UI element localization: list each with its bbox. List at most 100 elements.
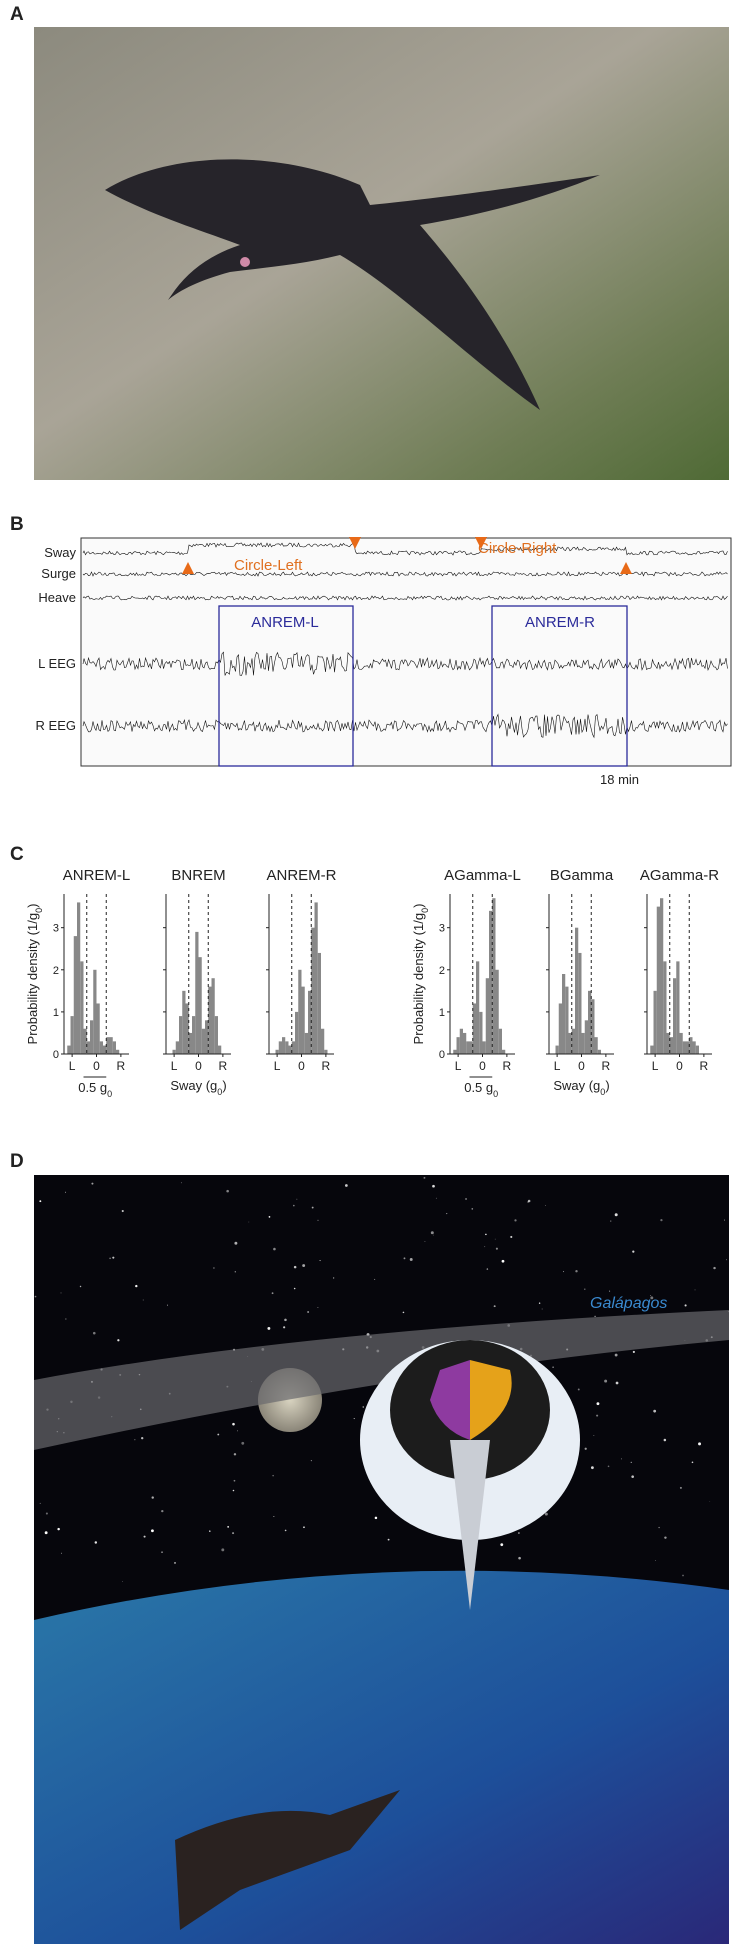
star: [362, 1406, 364, 1408]
star: [471, 1208, 474, 1210]
histogram-bar: [479, 1011, 483, 1054]
histogram-bar: [324, 1049, 328, 1054]
histogram-bar: [591, 999, 595, 1054]
trace: [82, 713, 728, 739]
star: [91, 1182, 94, 1185]
star: [303, 1526, 305, 1529]
star: [446, 1213, 448, 1215]
x-tick-label: L: [274, 1059, 281, 1073]
star: [501, 1259, 505, 1263]
star: [232, 1422, 235, 1426]
histogram-bar: [195, 931, 199, 1054]
star: [317, 1219, 319, 1221]
star: [232, 1489, 235, 1492]
histogram-bar: [116, 1049, 120, 1054]
histogram-bar: [485, 978, 489, 1054]
star: [387, 1538, 390, 1541]
star: [112, 1256, 115, 1259]
histogram-bar: [288, 1045, 292, 1054]
star: [694, 1289, 696, 1291]
histogram-bar: [80, 961, 84, 1054]
star: [317, 1307, 319, 1309]
axis-label-part: ): [411, 904, 426, 908]
x-tick-label: 0: [195, 1059, 202, 1073]
histogram-bar: [584, 1020, 588, 1054]
star: [563, 1271, 565, 1273]
histogram-bar: [93, 969, 97, 1054]
histogram-bar: [502, 1049, 506, 1054]
star: [45, 1512, 48, 1515]
y-tick-label: 3: [439, 923, 445, 935]
star: [493, 1305, 496, 1308]
histogram-bar: [214, 1016, 218, 1054]
star: [486, 1268, 489, 1270]
chart-title: ANREM-L: [63, 867, 131, 884]
trace-label: L EEG: [38, 656, 76, 671]
x-tick-label: L: [554, 1059, 561, 1073]
x-tick-label: 0: [479, 1059, 486, 1073]
histogram-bar: [469, 1041, 473, 1054]
histogram-bar: [594, 1037, 598, 1054]
histogram-bar: [208, 986, 212, 1054]
star: [142, 1299, 144, 1301]
histogram-bar: [673, 978, 677, 1054]
star: [698, 1442, 701, 1446]
star: [61, 1552, 62, 1554]
star: [143, 1535, 146, 1538]
marker-triangle: [182, 562, 194, 574]
star: [283, 1326, 286, 1329]
histogram-bar: [492, 898, 496, 1054]
axis-label-part: ): [25, 904, 40, 908]
histogram-bar: [562, 974, 566, 1054]
x-tick-label: 0: [93, 1059, 100, 1073]
star: [485, 1233, 487, 1236]
axis-label: Probability density (1/g0): [25, 904, 44, 1045]
axis-label: 0.5 g0: [464, 1080, 498, 1099]
axis-label-part: 0: [600, 1087, 605, 1097]
star: [345, 1184, 348, 1187]
star: [403, 1257, 406, 1260]
place-label: Galápagos: [590, 1295, 667, 1312]
axis-label-part: 0.5 g: [78, 1080, 107, 1095]
state-label: ANREM-L: [251, 614, 319, 631]
histogram-bar: [205, 1020, 209, 1054]
x-tick-label: 0: [676, 1059, 683, 1073]
star: [465, 1198, 467, 1200]
histogram-bar: [495, 969, 499, 1054]
star: [682, 1574, 684, 1577]
star: [134, 1439, 136, 1441]
star: [663, 1438, 667, 1442]
histogram-bar: [555, 1045, 559, 1054]
histogram-bar: [660, 898, 664, 1054]
histogram-bar: [175, 1041, 179, 1054]
histogram-bar: [588, 990, 592, 1054]
star: [161, 1509, 164, 1513]
star: [655, 1559, 656, 1561]
star: [609, 1290, 611, 1292]
star: [630, 1461, 632, 1464]
histogram-bar: [695, 1045, 699, 1054]
star: [518, 1532, 520, 1534]
star: [296, 1198, 298, 1200]
x-tick-label: R: [117, 1059, 126, 1073]
histogram-bar: [99, 1041, 103, 1054]
star: [500, 1543, 504, 1547]
x-tick-label: R: [503, 1059, 512, 1073]
star: [527, 1201, 529, 1203]
star: [650, 1296, 654, 1300]
star: [432, 1234, 434, 1236]
state-box: [218, 605, 354, 767]
star: [593, 1434, 595, 1436]
brain-right: [470, 1360, 512, 1440]
star: [34, 1295, 37, 1298]
brain-left: [430, 1360, 470, 1440]
trace-label: R EEG: [36, 718, 76, 733]
star: [610, 1220, 612, 1222]
star: [65, 1191, 66, 1193]
star: [584, 1447, 587, 1450]
star: [432, 1184, 435, 1188]
star: [284, 1318, 287, 1322]
histogram-bar: [308, 990, 312, 1054]
histogram-bar: [565, 986, 569, 1054]
plot-frame: [80, 537, 732, 767]
